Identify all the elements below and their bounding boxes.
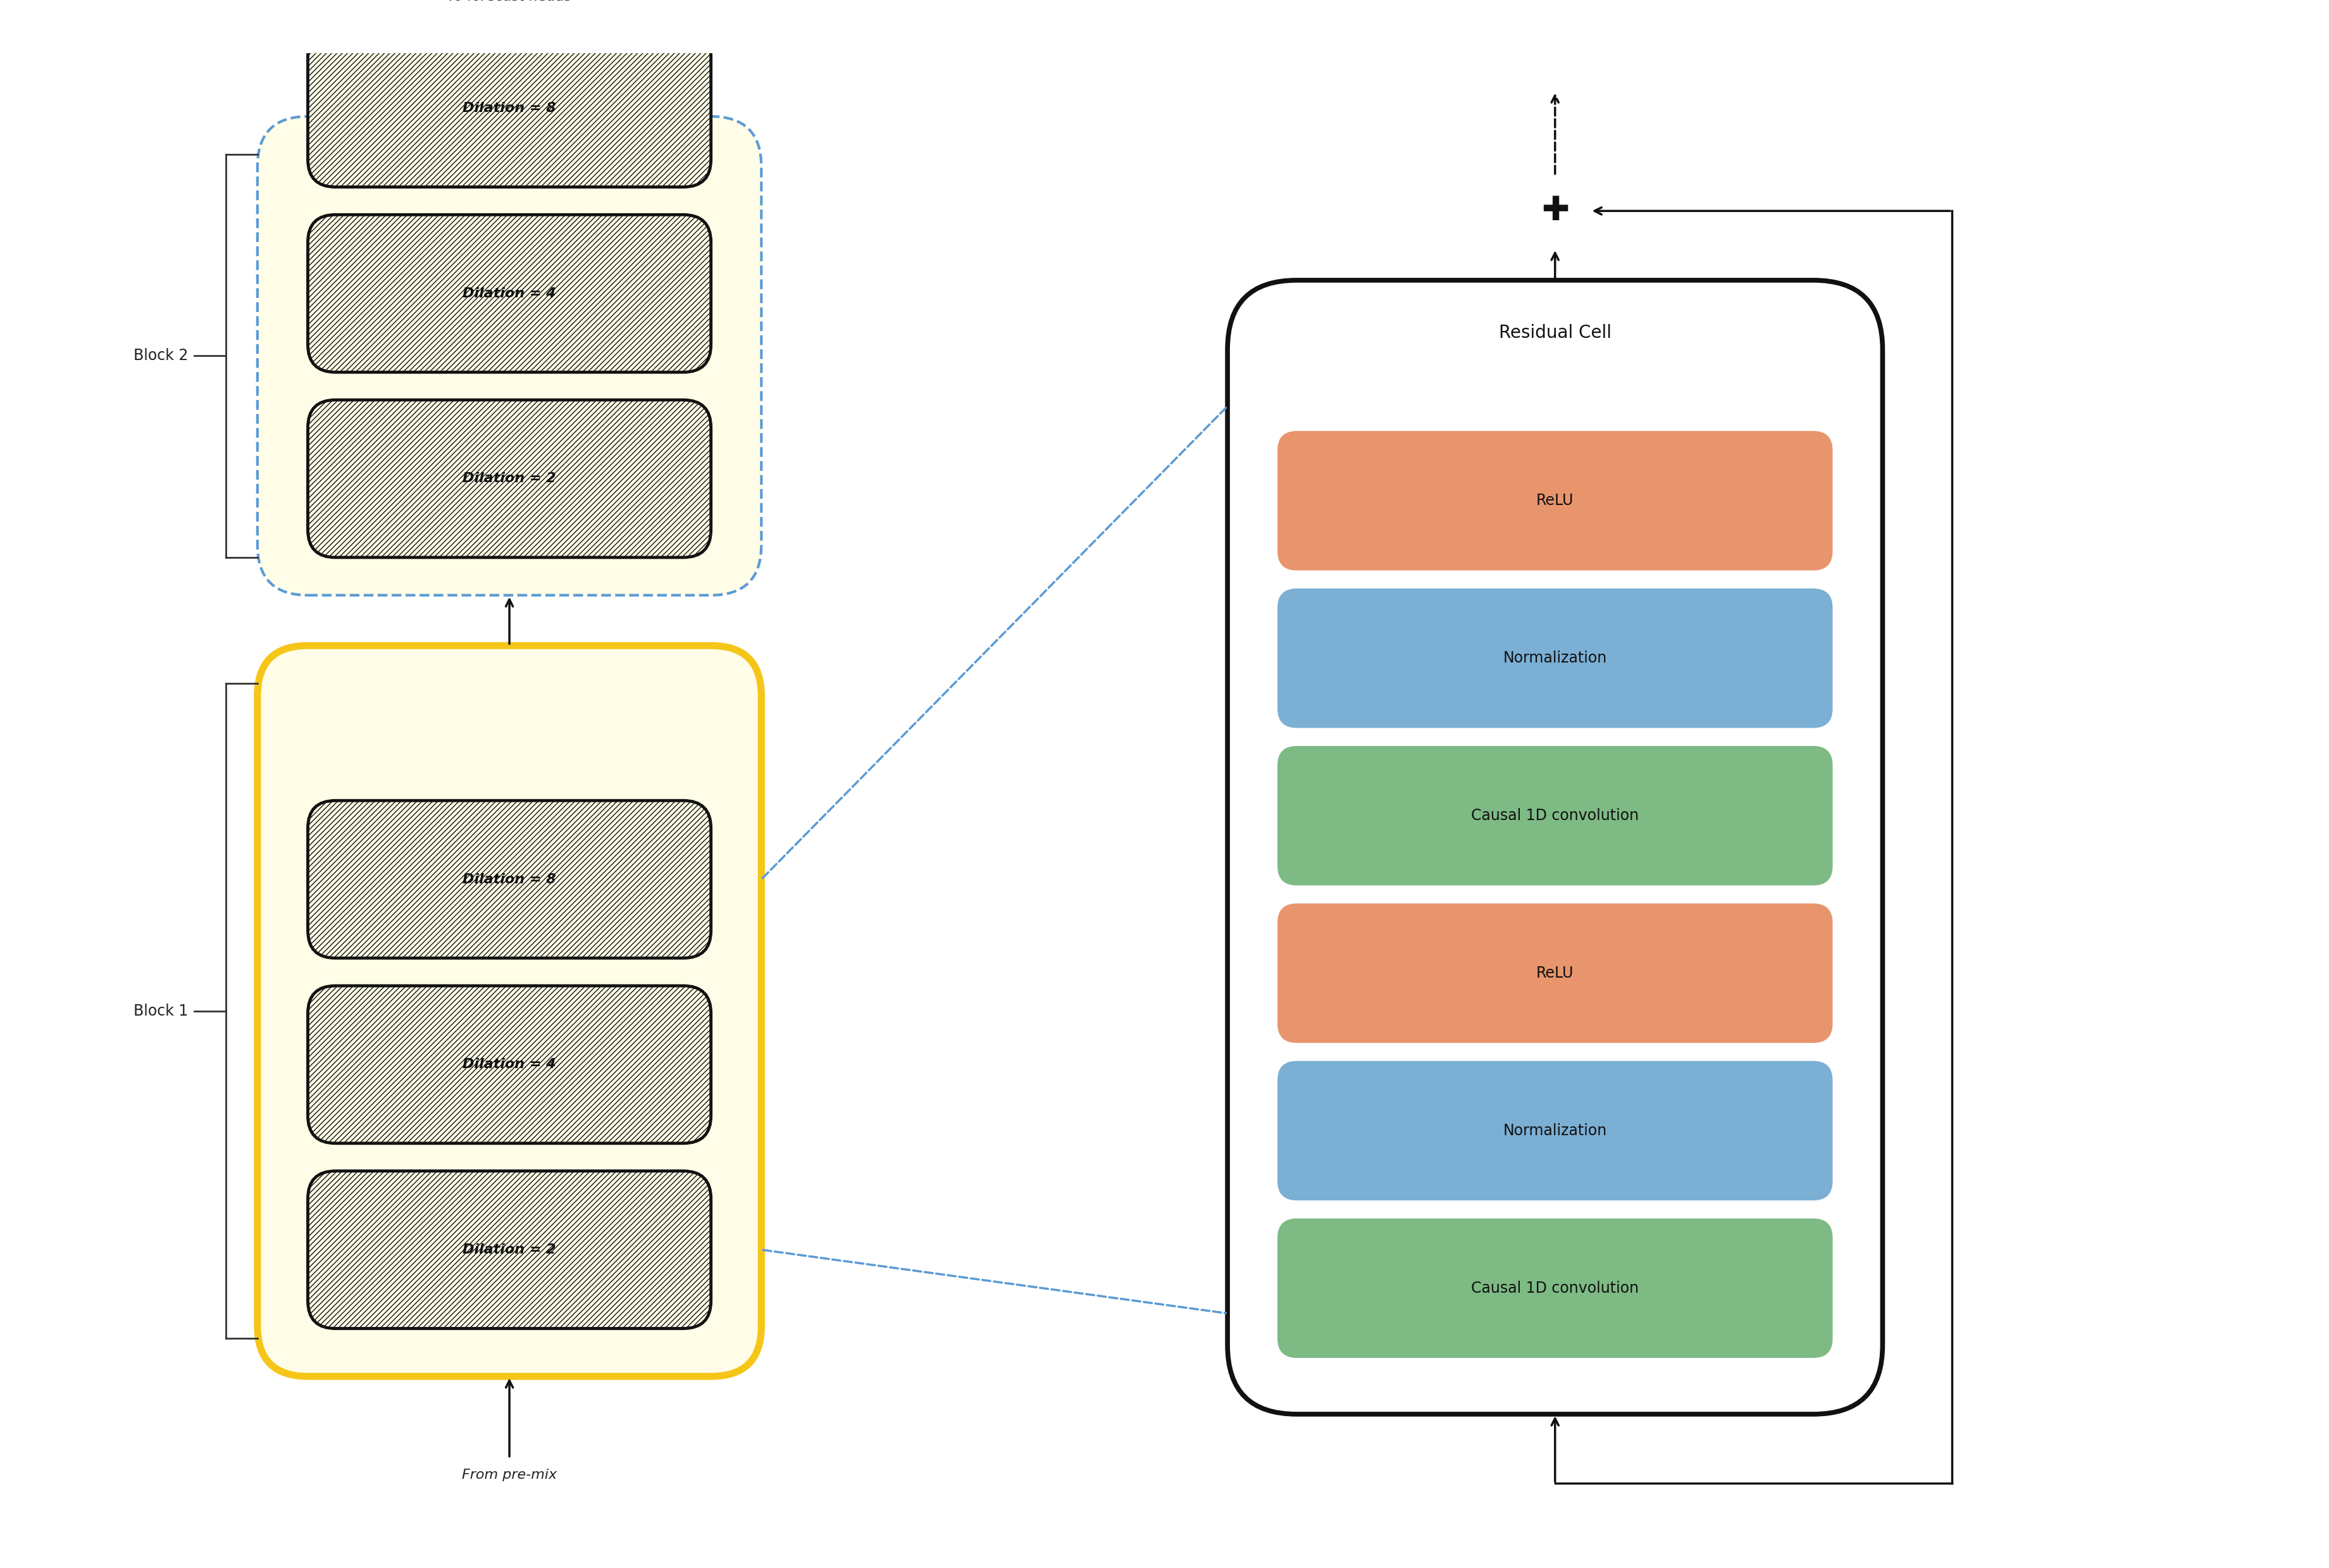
FancyBboxPatch shape: [307, 400, 710, 557]
Text: Block 2: Block 2: [133, 348, 189, 364]
FancyBboxPatch shape: [307, 1171, 710, 1328]
Text: ✚: ✚: [1542, 194, 1570, 227]
FancyBboxPatch shape: [1279, 590, 1833, 728]
FancyBboxPatch shape: [1279, 431, 1833, 571]
Text: Residual Cell: Residual Cell: [1500, 325, 1612, 342]
Text: Dilation = 8: Dilation = 8: [463, 873, 557, 886]
Text: Causal 1D convolution: Causal 1D convolution: [1472, 808, 1640, 823]
FancyBboxPatch shape: [1279, 903, 1833, 1043]
FancyBboxPatch shape: [1227, 281, 1882, 1414]
FancyBboxPatch shape: [307, 986, 710, 1143]
Text: Dilation = 2: Dilation = 2: [463, 1243, 557, 1256]
Text: ReLU: ReLU: [1537, 492, 1574, 508]
Text: Block 1: Block 1: [133, 1004, 189, 1019]
Text: Normalization: Normalization: [1502, 1123, 1607, 1138]
Text: ReLU: ReLU: [1537, 966, 1574, 982]
FancyBboxPatch shape: [307, 215, 710, 372]
FancyBboxPatch shape: [1279, 746, 1833, 884]
FancyBboxPatch shape: [307, 801, 710, 958]
FancyBboxPatch shape: [259, 116, 762, 596]
Text: Dilation = 4: Dilation = 4: [463, 287, 557, 299]
FancyBboxPatch shape: [1279, 1218, 1833, 1358]
Text: Dilation = 2: Dilation = 2: [463, 472, 557, 485]
Text: Dilation = 8: Dilation = 8: [463, 102, 557, 114]
Text: Dilation = 4: Dilation = 4: [463, 1058, 557, 1071]
FancyBboxPatch shape: [307, 30, 710, 187]
FancyBboxPatch shape: [1279, 1062, 1833, 1200]
Text: To forecast heads: To forecast heads: [447, 0, 571, 3]
Text: Normalization: Normalization: [1502, 651, 1607, 666]
Text: Causal 1D convolution: Causal 1D convolution: [1472, 1281, 1640, 1295]
FancyBboxPatch shape: [259, 646, 762, 1377]
Text: From pre-mix: From pre-mix: [461, 1468, 557, 1482]
